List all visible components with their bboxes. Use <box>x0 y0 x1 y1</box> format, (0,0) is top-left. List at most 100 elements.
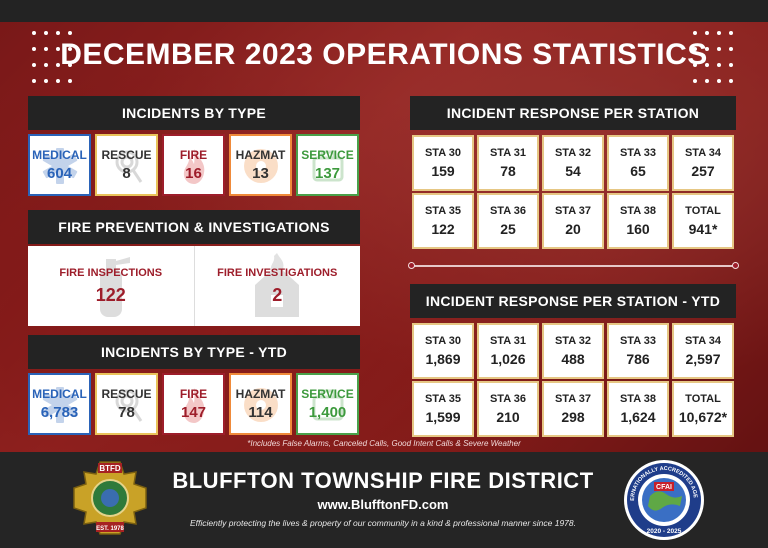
org-name: BLUFFTON TOWNSHIP FIRE DISTRICT <box>172 468 594 493</box>
station-label: STA 33 <box>619 147 657 159</box>
type-card-hazmat: HAZMAT 13 <box>229 134 292 196</box>
type-label: RESCUE <box>101 148 152 162</box>
station-cell-total: TOTAL 941* <box>672 193 734 249</box>
station-value: 1,869 <box>425 351 461 367</box>
type-label: FIRE <box>179 387 208 401</box>
station-label: STA 33 <box>619 335 657 347</box>
divider-dot-right <box>732 262 739 269</box>
station-label: STA 36 <box>489 205 527 217</box>
type-label: SERVICE <box>301 387 354 401</box>
type-value: 137 <box>314 165 341 182</box>
station-value: 160 <box>626 221 650 237</box>
station-value: 488 <box>561 351 585 367</box>
type-label: MEDICAL <box>32 148 87 162</box>
flame-icon <box>183 149 204 185</box>
station-value: 941* <box>688 221 718 237</box>
station-label: STA 34 <box>684 147 722 159</box>
type-label: HAZMAT <box>235 387 286 401</box>
ytd-card-service: SERVICE 1,400 <box>296 373 359 435</box>
flame-icon <box>183 388 204 424</box>
type-value: 78 <box>118 404 135 421</box>
hazmat-icon <box>243 149 278 184</box>
station-cell: STA 30 159 <box>412 135 474 191</box>
station-cell: STA 35 122 <box>412 193 474 249</box>
inspections-label: FIRE INSPECTIONS <box>59 266 163 279</box>
station-cell: STA 34 2,597 <box>672 323 734 379</box>
type-value: 16 <box>185 165 202 182</box>
station-cell: STA 37 298 <box>542 381 604 437</box>
station-response-ytd-header: INCIDENT RESPONSE PER STATION - YTD <box>410 284 736 318</box>
station-cell: STA 34 257 <box>672 135 734 191</box>
rope-icon <box>115 150 142 183</box>
station-value: 786 <box>626 351 650 367</box>
station-cell: STA 37 20 <box>542 193 604 249</box>
type-value: 6,783 <box>40 404 79 421</box>
divider-dot-left <box>408 262 415 269</box>
type-card-rescue: RESCUE 8 <box>95 134 158 196</box>
station-label: STA 31 <box>489 147 527 159</box>
station-value: 1,026 <box>490 351 526 367</box>
org-url[interactable]: www.BlufftonFD.com <box>317 497 449 512</box>
star-of-life-icon <box>42 387 77 424</box>
btfd-badge-logo: BTFD EST. 1978 <box>73 461 147 535</box>
station-label: STA 35 <box>424 205 462 217</box>
ytd-card-medical: MEDICAL 6,783 <box>28 373 91 435</box>
station-label: STA 38 <box>619 393 657 405</box>
btfd-badge-top: BTFD <box>99 464 121 473</box>
incidents-by-type-header: INCIDENTS BY TYPE <box>28 96 360 130</box>
incidents-by-type-ytd-row: MEDICAL 6,783 RESCUE 78 FIRE 147 HAZMAT … <box>28 373 359 435</box>
fire-inspections: FIRE INSPECTIONS 122 <box>28 246 194 326</box>
cfai-accreditation-logo: CFAI INTERNATIONALLY ACCREDITED AGENCY 2… <box>622 458 704 540</box>
station-value: 10,672* <box>678 409 728 425</box>
section-divider <box>412 265 736 267</box>
type-label: MEDICAL <box>32 387 87 401</box>
type-value: 8 <box>122 165 131 182</box>
station-response-ytd-grid: STA 30 1,869 STA 31 1,026 STA 32 488 STA 33… <box>412 323 734 437</box>
incidents-by-type-ytd-header: INCIDENTS BY TYPE - YTD <box>28 335 360 369</box>
rope-icon <box>115 389 142 422</box>
service-icon <box>312 389 343 421</box>
type-value: 13 <box>252 165 269 182</box>
investigations-label: FIRE INVESTIGATIONS <box>217 266 338 279</box>
station-value: 65 <box>630 163 646 179</box>
type-card-fire: FIRE 16 <box>162 134 225 196</box>
extinguisher-icon <box>99 257 130 317</box>
service-icon <box>312 150 343 182</box>
dot-grid-left <box>32 31 80 83</box>
station-value: 78 <box>500 163 516 179</box>
station-value: 298 <box>561 409 585 425</box>
btfd-badge-bottom: EST. 1978 <box>96 526 124 532</box>
station-label: STA 35 <box>424 393 462 405</box>
station-label: STA 30 <box>424 335 462 347</box>
type-card-medical: MEDICAL 604 <box>28 134 91 196</box>
station-label: STA 37 <box>554 205 592 217</box>
investigations-value: 2 <box>272 284 283 305</box>
station-label: STA 34 <box>684 335 722 347</box>
station-label: STA 38 <box>619 205 657 217</box>
station-value: 210 <box>496 409 520 425</box>
station-label: STA 37 <box>554 393 592 405</box>
station-label: TOTAL <box>685 205 721 217</box>
station-label: STA 32 <box>554 335 592 347</box>
station-value: 159 <box>431 163 455 179</box>
type-label: SERVICE <box>301 148 354 162</box>
station-cell: STA 38 160 <box>607 193 669 249</box>
type-card-service: SERVICE 137 <box>296 134 359 196</box>
star-of-life-icon <box>42 148 77 185</box>
station-cell: STA 38 1,624 <box>607 381 669 437</box>
station-cell: STA 36 210 <box>477 381 539 437</box>
station-value: 25 <box>500 221 516 237</box>
type-label: RESCUE <box>101 387 152 401</box>
station-label: STA 32 <box>554 147 592 159</box>
type-value: 147 <box>180 404 207 421</box>
page-title: DECEMBER 2023 OPERATIONS STATISTICS <box>60 38 708 71</box>
hazmat-icon <box>243 388 278 423</box>
fire-investigations: FIRE INVESTIGATIONS 2 <box>193 246 361 326</box>
ytd-card-rescue: RESCUE 78 <box>95 373 158 435</box>
org-tagline: Efficiently protecting the lives & prope… <box>190 518 576 528</box>
station-label: STA 36 <box>489 393 527 405</box>
station-cell-total: TOTAL 10,672* <box>672 381 734 437</box>
station-value: 257 <box>691 163 715 179</box>
type-value: 1,400 <box>308 404 347 421</box>
station-label: STA 31 <box>489 335 527 347</box>
